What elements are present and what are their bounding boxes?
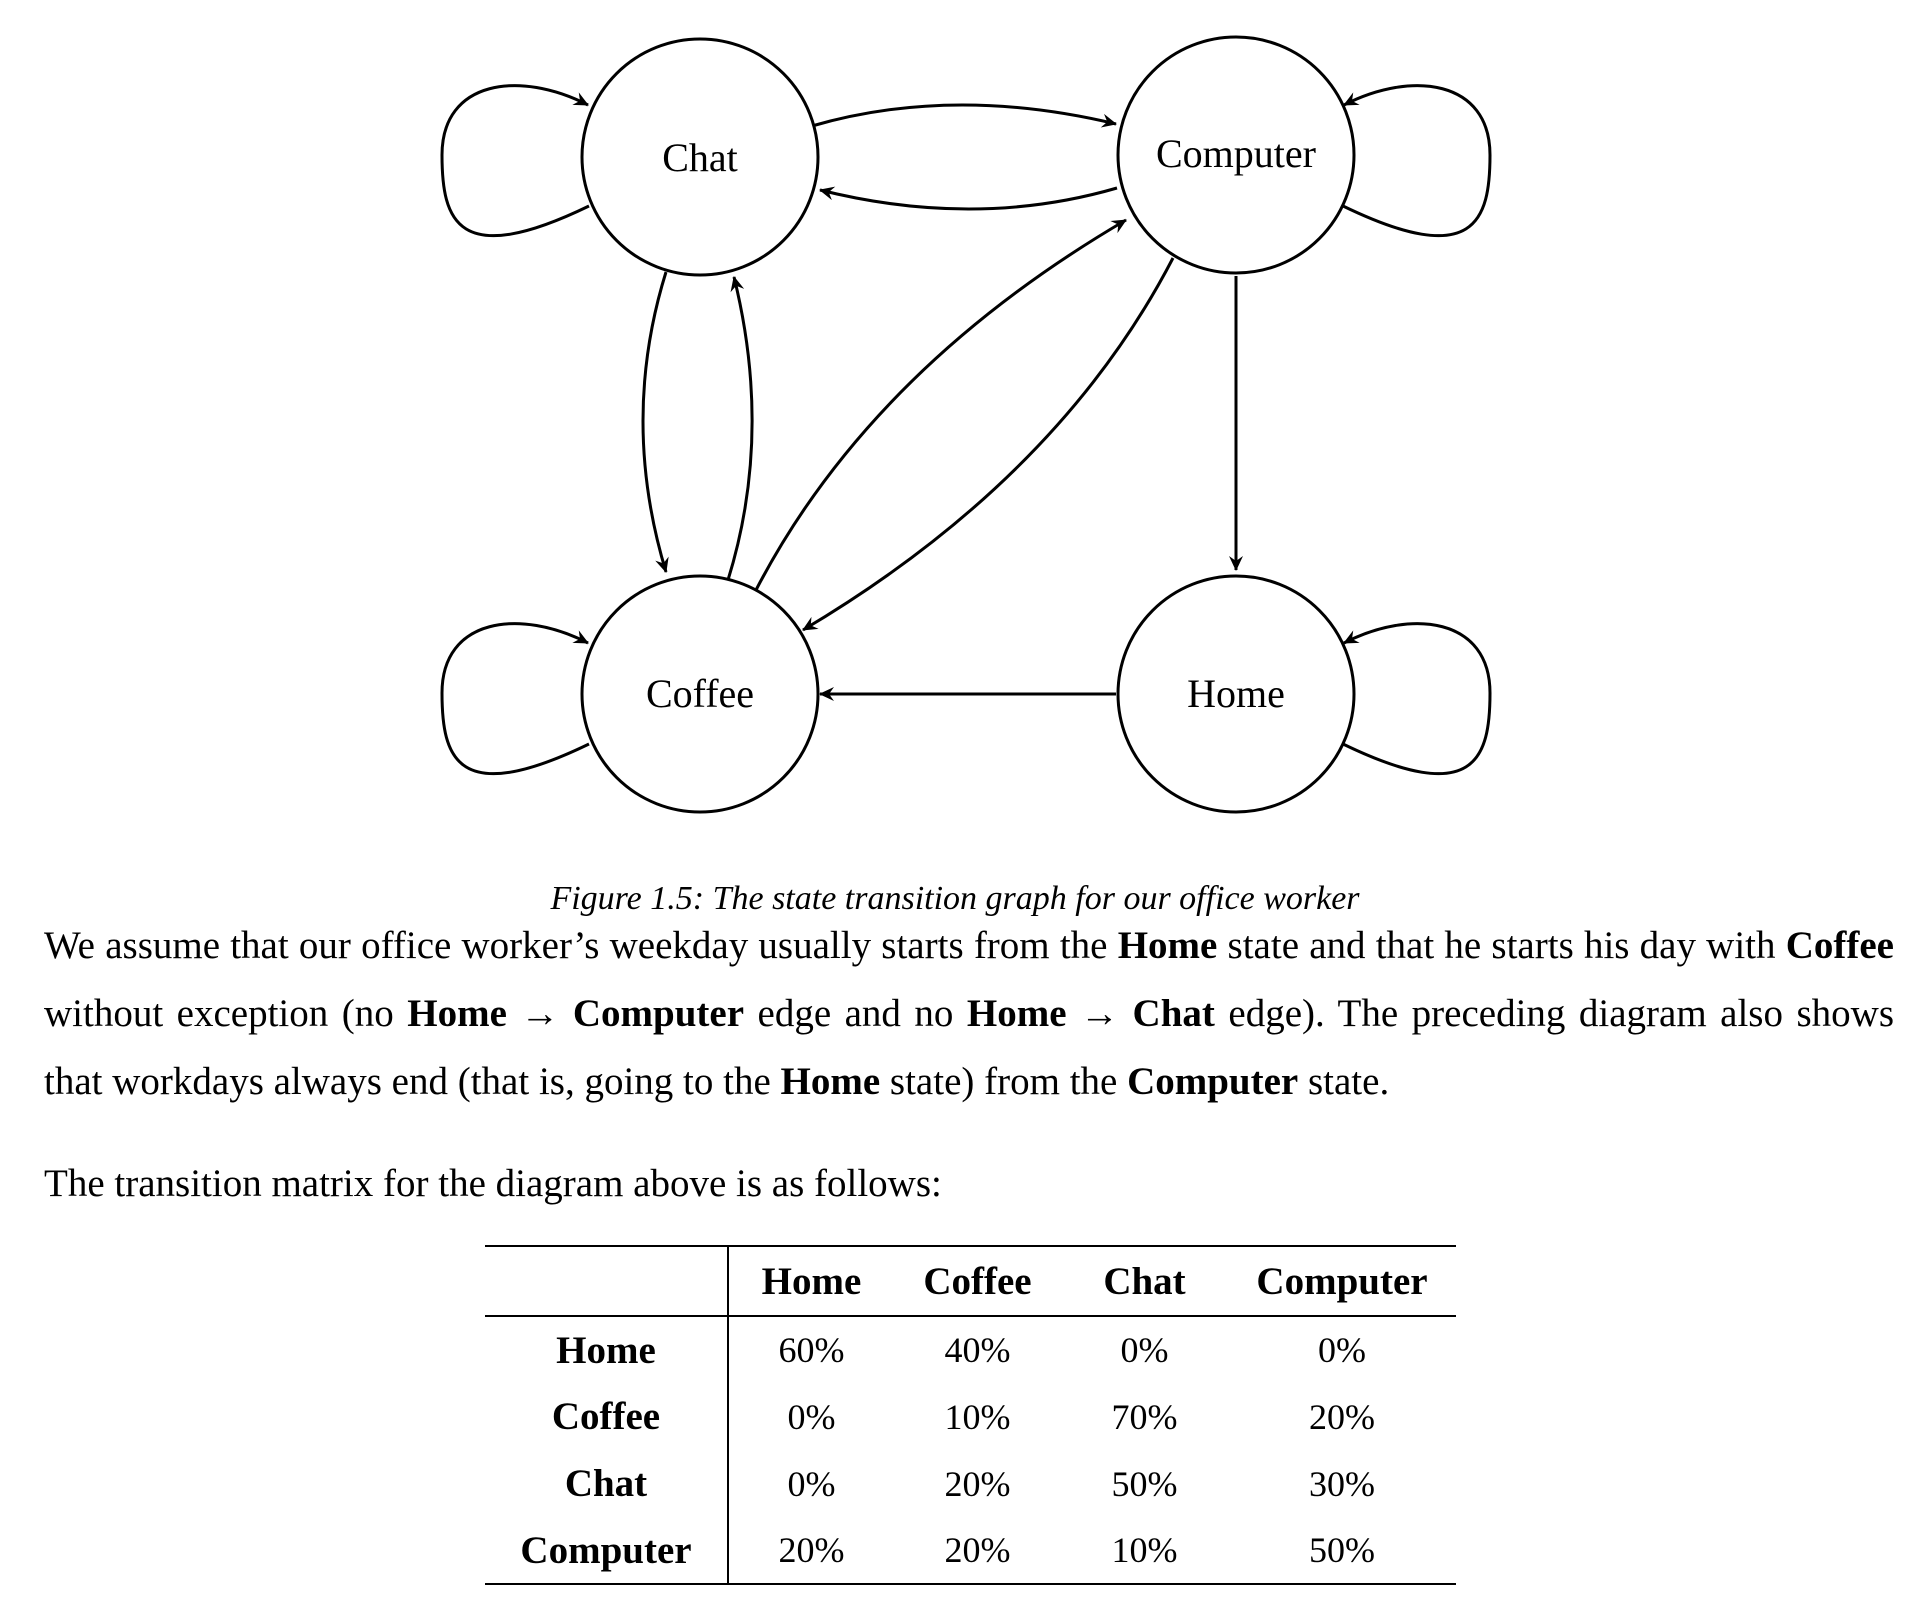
table-cell: 0%	[787, 1396, 836, 1437]
bold-term: Home	[780, 1060, 881, 1103]
node-label-computer: Computer	[1156, 131, 1316, 176]
table-cell: 40%	[944, 1330, 1011, 1370]
table-cell: 20%	[778, 1530, 845, 1570]
text-run: edge). The preceding diagram also shows …	[44, 992, 1894, 1103]
edge-chat-coffee	[641, 271, 669, 573]
edge-computer-chat	[819, 186, 1118, 211]
table-cell: 50%	[1309, 1530, 1375, 1570]
paragraph-intro: We assume that our office worker’s weekd…	[44, 912, 1894, 1116]
table-row: Home 60% 40% 0% 0%	[485, 1316, 1456, 1383]
text-run: state and that he starts his day with	[1217, 924, 1786, 967]
row-header: Computer	[485, 1517, 729, 1584]
text-run: →	[1066, 992, 1133, 1035]
column-header: Chat	[1103, 1259, 1186, 1303]
bold-term: Computer	[572, 992, 745, 1035]
node-label-chat: Chat	[662, 135, 738, 180]
bold-term: Computer	[1127, 1060, 1299, 1103]
bold-term: Chat	[1132, 992, 1215, 1035]
node-label-home: Home	[1187, 671, 1285, 716]
bold-term: Home	[966, 992, 1067, 1035]
node-chat	[580, 37, 820, 277]
text-run: edge and no	[744, 992, 967, 1035]
text-run: →	[506, 992, 573, 1035]
bold-term: Coffee	[1785, 924, 1894, 967]
edge-coffee-chat	[726, 276, 754, 581]
text-run: We assume that our office worker’s weekd…	[44, 924, 1118, 967]
figure-caption: Figure 1.5: The state transition graph f…	[550, 880, 1360, 917]
table-cell: 20%	[944, 1530, 1011, 1570]
column-header: Coffee	[923, 1259, 1032, 1303]
edge-home-home	[1342, 622, 1492, 776]
table-cell: 0%	[1318, 1330, 1366, 1370]
edge-coffee-computer	[754, 218, 1127, 591]
table-cell: 0%	[1120, 1330, 1169, 1370]
table-cell: 70%	[1111, 1396, 1178, 1437]
table-cell: 0%	[787, 1463, 836, 1504]
state-transition-diagram: Chat Computer Coffee Home	[440, 35, 1492, 814]
table-cell: 60%	[778, 1330, 845, 1370]
table-row: Coffee 0% 10% 70% 20%	[485, 1383, 1456, 1450]
table-cell: 30%	[1309, 1463, 1375, 1504]
table-header-row: Home Coffee Chat Computer	[485, 1246, 1456, 1316]
bold-term: Home	[407, 992, 507, 1035]
paragraph-matrix-intro: The transition matrix for the diagram ab…	[44, 1162, 942, 1205]
table-cell: 20%	[944, 1463, 1011, 1504]
edge-computer-computer	[1342, 84, 1492, 238]
table-cell: 10%	[944, 1396, 1011, 1437]
table-cell: 50%	[1111, 1463, 1178, 1504]
row-header: Chat	[485, 1450, 729, 1517]
edge-chat-chat	[440, 84, 590, 238]
table-cell: 20%	[1309, 1396, 1375, 1437]
edge-computer-coffee	[802, 257, 1175, 632]
column-header: Home	[761, 1259, 862, 1303]
table-corner-cell	[485, 1246, 729, 1316]
node-coffee	[580, 574, 820, 814]
table-row: Computer 20% 20% 10% 50%	[485, 1517, 1456, 1584]
column-header: Computer	[1256, 1259, 1428, 1303]
text-run: state.	[1298, 1060, 1390, 1103]
node-computer	[1116, 35, 1356, 275]
node-home	[1116, 574, 1356, 814]
table-row: Chat 0% 20% 50% 30%	[485, 1450, 1456, 1517]
table-cell: 10%	[1111, 1530, 1178, 1570]
bold-term: Home	[1117, 924, 1218, 967]
row-header: Coffee	[485, 1383, 729, 1450]
transition-matrix-table: Home Coffee Chat Computer Home 60% 40% 0…	[485, 1245, 1456, 1585]
text-run: without exception (no	[44, 992, 408, 1035]
edge-coffee-coffee	[440, 622, 590, 776]
node-label-coffee: Coffee	[646, 671, 754, 716]
row-header: Home	[485, 1316, 729, 1383]
text-run: state) from the	[880, 1060, 1128, 1103]
edge-chat-computer	[811, 103, 1117, 128]
